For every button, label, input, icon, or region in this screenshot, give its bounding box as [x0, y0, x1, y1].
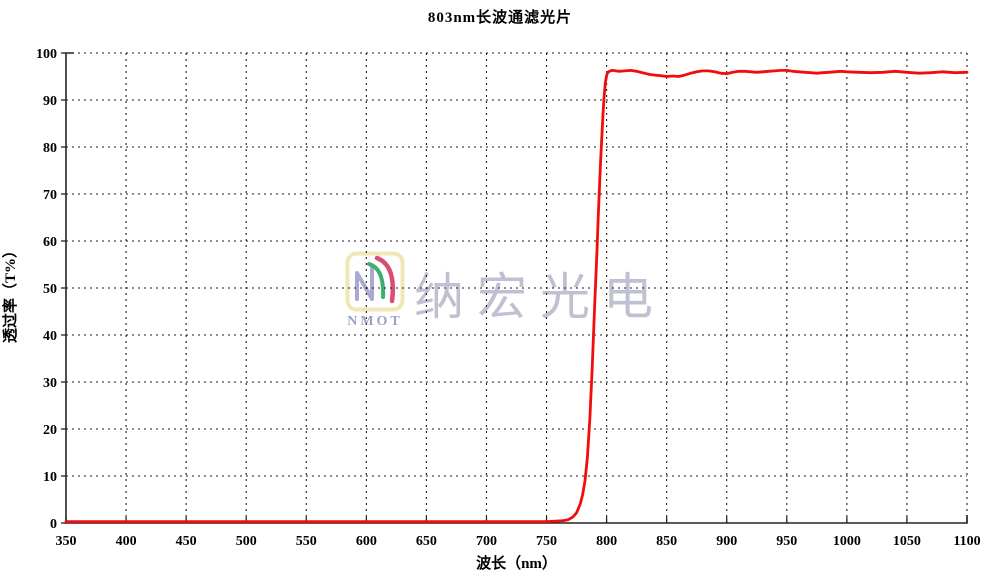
y-tick-label: 30 — [43, 376, 57, 391]
x-tick-label: 1100 — [953, 534, 980, 549]
y-tick-label: 40 — [43, 329, 57, 344]
y-tick-label: 10 — [43, 470, 57, 485]
chart-title: 803nm长波通滤光片 — [427, 10, 573, 26]
y-tick-label: 0 — [50, 517, 57, 532]
x-tick-label: 650 — [416, 534, 437, 549]
x-tick-label: 950 — [776, 534, 797, 549]
x-tick-label: 600 — [356, 534, 377, 549]
y-tick-label: 90 — [43, 94, 57, 109]
y-tick-label: 60 — [43, 235, 57, 250]
x-tick-label: 800 — [596, 534, 617, 549]
x-tick-label: 550 — [296, 534, 317, 549]
x-tick-label: 500 — [236, 534, 257, 549]
x-tick-label: 750 — [536, 534, 557, 549]
x-tick-label: 900 — [716, 534, 737, 549]
transmittance-curve — [64, 69, 969, 523]
x-axis-label: 波长（nm） — [476, 556, 557, 572]
x-tick-label: 1000 — [833, 534, 861, 549]
gridlines — [66, 52, 968, 523]
x-tick-label: 350 — [56, 534, 77, 549]
x-tick-label: 450 — [176, 534, 197, 549]
tick-marks — [61, 52, 968, 524]
x-tick-label: 1050 — [893, 534, 921, 549]
y-tick-label: 80 — [43, 141, 57, 156]
y-tick-label: 70 — [43, 188, 57, 203]
x-tick-label: 400 — [116, 534, 137, 549]
x-tick-label: 850 — [656, 534, 677, 549]
y-tick-label: 100 — [36, 47, 57, 62]
y-axis-label: 透过率（T%） — [3, 243, 19, 344]
x-tick-label: 700 — [476, 534, 497, 549]
y-tick-label: 50 — [43, 282, 57, 297]
y-tick-label: 20 — [43, 423, 57, 438]
